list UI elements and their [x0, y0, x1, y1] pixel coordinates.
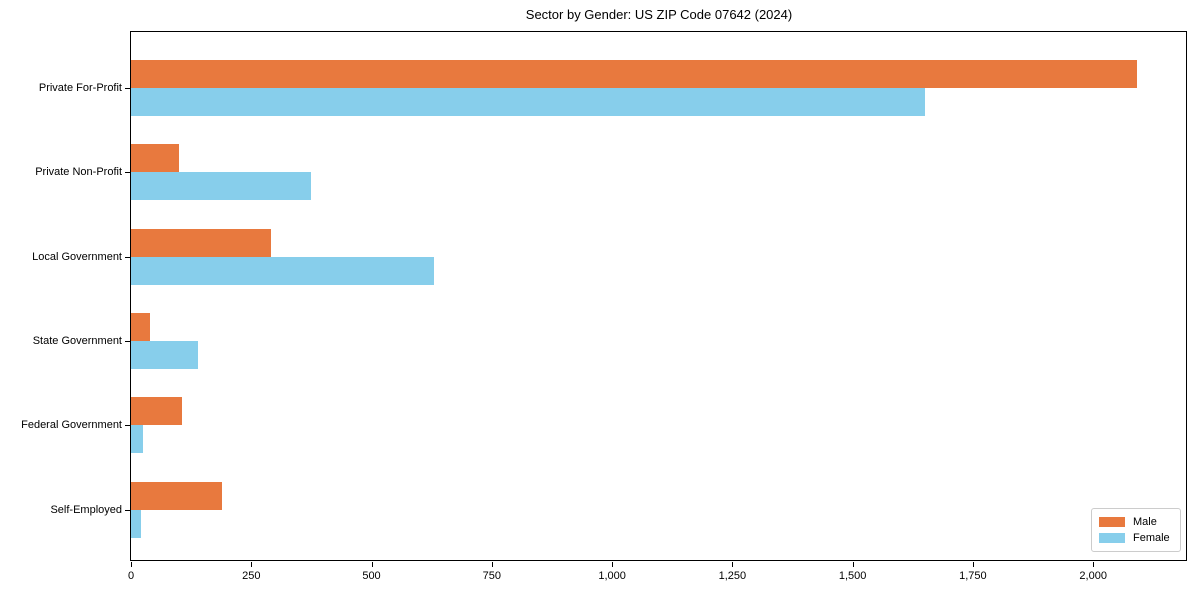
x-axis-label: 500 [362, 570, 381, 582]
x-axis-label: 1,500 [838, 570, 867, 582]
legend-swatch-female [1099, 533, 1125, 543]
y-axis-label-federal-government: Federal Government [21, 419, 122, 432]
x-tick-mark [612, 562, 614, 567]
x-tick-mark [371, 562, 373, 567]
legend: Male Female [1091, 508, 1181, 552]
y-tick-mark [125, 425, 130, 427]
legend-label-male: Male [1133, 515, 1157, 528]
legend-label-female: Female [1133, 531, 1170, 544]
bar-male-private-for-profit [131, 60, 1137, 88]
bar-male-self-employed [131, 481, 223, 510]
x-tick-mark [131, 562, 132, 567]
bar-female-private-non-profit [131, 172, 312, 201]
x-axis-label: 750 [482, 570, 501, 582]
y-tick-mark [125, 256, 130, 258]
y-tick-mark [125, 340, 130, 342]
x-tick-mark [1093, 562, 1095, 567]
legend-swatch-male [1099, 517, 1125, 527]
bar-female-federal-government [131, 425, 143, 454]
y-tick-mark [125, 88, 130, 89]
y-tick-mark [125, 509, 130, 511]
x-tick-mark [491, 562, 493, 567]
bar-female-private-for-profit [131, 88, 925, 116]
x-tick-mark [251, 562, 253, 567]
x-tick-mark [732, 562, 734, 567]
bar-male-local-government [131, 228, 271, 257]
x-tick-mark [852, 562, 854, 567]
bar-female-state-government [131, 340, 199, 369]
bar-female-self-employed [131, 509, 141, 538]
legend-entry-male: Male [1099, 515, 1173, 528]
x-axis-label: 250 [242, 570, 261, 582]
y-axis-label-self-employed: Self-Employed [50, 503, 122, 516]
y-tick-mark [125, 172, 130, 174]
bar-male-state-government [131, 312, 151, 341]
bar-male-federal-government [131, 397, 182, 426]
x-axis-label: 0 [127, 570, 135, 582]
y-axis-label-private-non-profit: Private Non-Profit [35, 166, 122, 179]
plot-area [130, 31, 1187, 561]
x-axis-label: 1,000 [598, 570, 626, 582]
x-axis-label: 2,000 [1079, 570, 1107, 582]
y-axis-label-state-government: State Government [32, 334, 122, 347]
chart-title: Sector by Gender: US ZIP Code 07642 (202… [525, 7, 793, 22]
x-axis-label: 1,250 [718, 570, 747, 582]
x-tick-mark [972, 562, 974, 567]
y-axis-label-local-government: Local Government [32, 250, 122, 263]
bar-female-local-government [131, 256, 435, 285]
legend-entry-female: Female [1099, 531, 1173, 544]
y-axis-label-private-for-profit: Private For-Profit [38, 82, 122, 94]
bar-male-private-non-profit [131, 144, 180, 173]
x-axis-label: 1,750 [959, 570, 987, 582]
